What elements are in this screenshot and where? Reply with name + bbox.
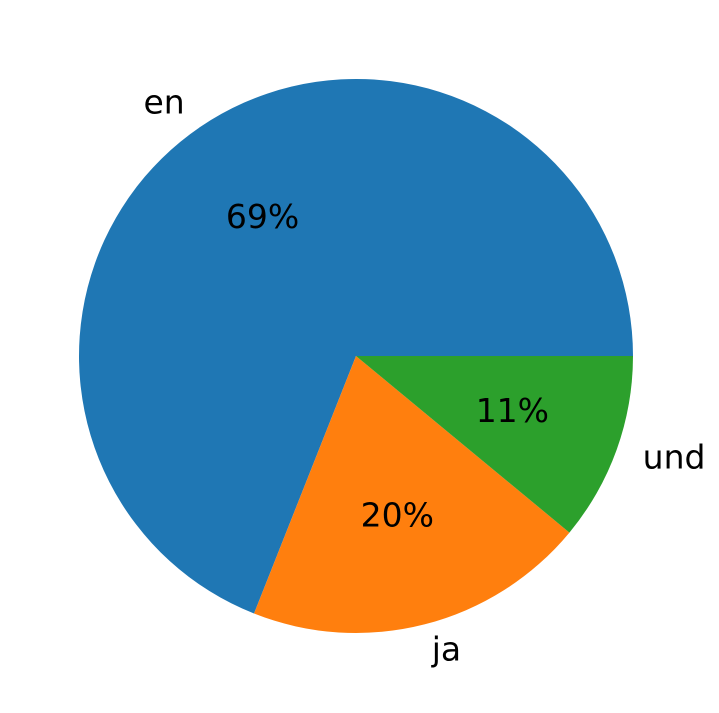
- slice-label: und: [643, 438, 706, 477]
- value-label: 20%: [361, 495, 434, 534]
- pie-slice: [356, 356, 633, 533]
- value-label: 11%: [476, 391, 549, 430]
- slice-label: ja: [431, 630, 461, 669]
- value-label: 69%: [226, 197, 299, 236]
- slice-label: en: [144, 82, 185, 121]
- pie-slice: [254, 356, 570, 633]
- pie-slice: [78, 79, 634, 614]
